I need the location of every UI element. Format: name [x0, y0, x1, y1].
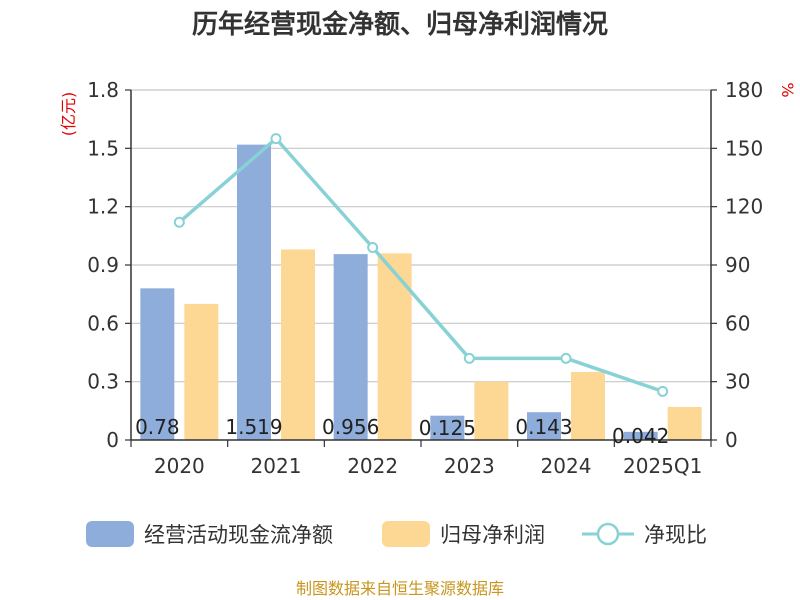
- data-label: 0.956: [322, 415, 379, 439]
- legend-item-profit[interactable]: 归母净利润: [382, 521, 545, 547]
- bar-profit[interactable]: [184, 303, 219, 440]
- ratio-point[interactable]: [270, 133, 282, 145]
- bar-profit[interactable]: [667, 406, 702, 440]
- gridlines: [131, 89, 711, 383]
- x-tick-label: 2023: [444, 454, 495, 478]
- x-tick-label: 2022: [347, 454, 398, 478]
- x-tick-label: 2024: [541, 454, 592, 478]
- ratio-point[interactable]: [367, 242, 379, 253]
- legend-marker-ratio: [596, 522, 620, 546]
- legend-swatch-profit: [382, 521, 430, 547]
- ratio-point[interactable]: [463, 352, 475, 364]
- right-tick-label: 30: [725, 370, 750, 394]
- bar-cashflow[interactable]: [237, 144, 271, 440]
- bar-cashflow[interactable]: [430, 415, 465, 440]
- tick-layer: 0 0.3 0.6 0.9 1.2 1.5 1.8 0 30 60 90 120 150 180 2020 2…: [87, 78, 763, 478]
- legend-swatch-cashflow: [86, 521, 134, 547]
- left-tick-label: 0.3: [87, 370, 119, 394]
- data-label: 0.042: [612, 424, 669, 448]
- bar-cashflow[interactable]: [333, 254, 368, 440]
- left-tick-label: 1.5: [87, 136, 119, 160]
- bar-cashflow[interactable]: [527, 412, 561, 440]
- legend-item-ratio[interactable]: 净现比: [582, 522, 707, 547]
- ratio-line: [178, 136, 664, 394]
- chart-title: 历年经营现金净额、归母净利润情况: [192, 9, 608, 40]
- bar-cashflow[interactable]: [623, 431, 658, 440]
- bar-cashflow[interactable]: [140, 288, 175, 440]
- left-tick-label: 1.2: [87, 195, 119, 219]
- right-axis-unit: %: [778, 82, 797, 97]
- left-tick-label: 0.6: [87, 311, 119, 335]
- bar-profit[interactable]: [377, 253, 412, 440]
- source-note: 制图数据来自恒生聚源数据库: [296, 579, 504, 598]
- legend-label-cashflow: 经营活动现金流净额: [144, 523, 333, 547]
- legend-label-profit: 归母净利润: [440, 523, 545, 547]
- ratio-point[interactable]: [173, 216, 185, 228]
- legend-item-cashflow[interactable]: 经营活动现金流净额: [86, 521, 333, 547]
- right-tick-label: 0: [725, 428, 738, 452]
- x-tick-label: 2020: [154, 454, 205, 478]
- data-label-layer: 0.78 1.519 0.956 0.125 0.143 0.042: [135, 415, 669, 448]
- right-tick-label: 90: [725, 253, 750, 277]
- data-label: 0.143: [515, 415, 572, 439]
- left-axis-unit: (亿元): [59, 92, 78, 137]
- legend: 经营活动现金流净额 归母净利润 净现比: [86, 521, 707, 547]
- left-tick-label: 0.9: [87, 253, 119, 277]
- legend-label-ratio: 净现比: [644, 523, 707, 547]
- bar-profit[interactable]: [571, 371, 605, 440]
- left-tick-label: 1.8: [87, 78, 119, 102]
- bar-profit[interactable]: [474, 381, 509, 440]
- x-tick-label: 2025Q1: [623, 454, 702, 478]
- line-layer: [173, 133, 669, 397]
- ratio-point[interactable]: [560, 352, 572, 364]
- right-tick-label: 180: [725, 78, 763, 102]
- x-tick-label: 2021: [251, 454, 302, 478]
- left-tick-label: 0: [106, 428, 119, 452]
- data-label: 0.125: [419, 416, 476, 440]
- bar-layer: [140, 144, 702, 440]
- data-label: 0.78: [135, 415, 180, 439]
- ratio-point[interactable]: [657, 385, 669, 397]
- bar-profit[interactable]: [281, 249, 315, 440]
- right-tick-label: 120: [725, 195, 763, 219]
- data-label: 1.519: [225, 415, 282, 439]
- right-tick-label: 150: [725, 136, 763, 160]
- right-tick-label: 60: [725, 311, 750, 335]
